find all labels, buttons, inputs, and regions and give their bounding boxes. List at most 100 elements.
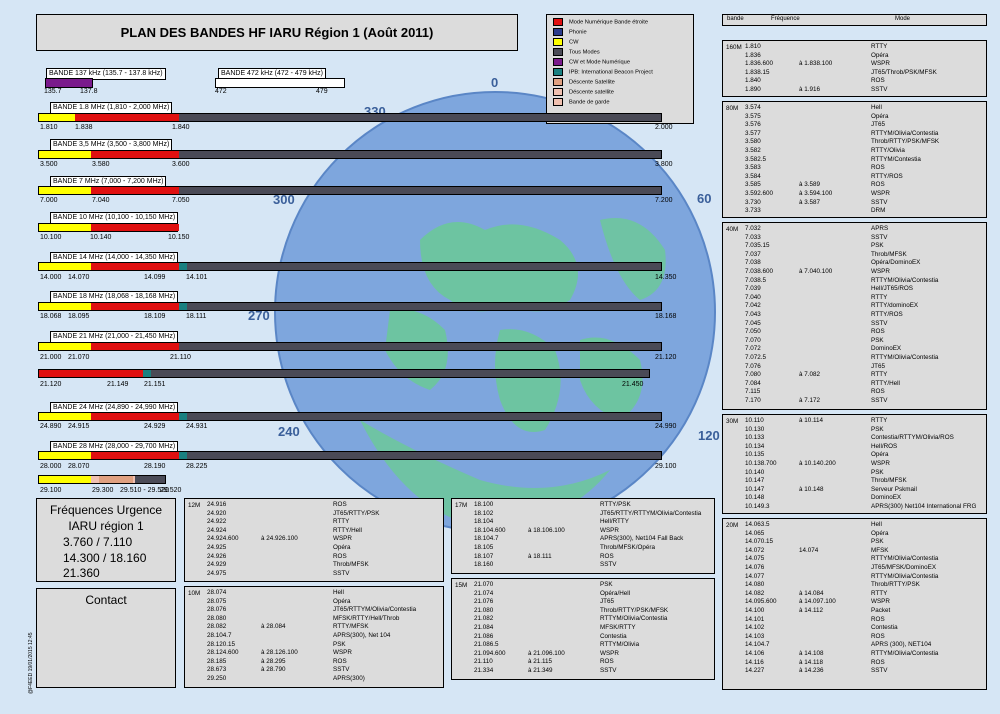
table-row: 3.574 Hell [745, 104, 982, 113]
band-tick: 24.890 [40, 423, 62, 430]
band-tick: 14.101 [186, 274, 208, 281]
freq-range-cell: à 28.790 [261, 666, 286, 674]
right-header: bande Fréquence Mode [722, 14, 987, 26]
freq-cell: 14.075 [745, 555, 765, 563]
freq-cell: 7.037 [745, 250, 761, 258]
mode-cell: Hell/RTTY [600, 518, 629, 526]
table-row: 28.074 Hell [207, 589, 439, 598]
freq-cell: 10.135 [745, 451, 765, 459]
mode-cell: Contestia [600, 632, 627, 640]
freq-cell: 18.104.600 [474, 526, 506, 534]
band-tick: 29.520 [160, 487, 182, 494]
freq-range-cell: à 18.106.100 [528, 526, 565, 534]
table-row: 14.077 RTTYM/Olivia/Contestia [745, 573, 982, 582]
mode-cell: Contestia [871, 624, 898, 632]
freq-cell: 3.575 [745, 112, 761, 120]
table-row: 14.070.15 PSK [745, 538, 982, 547]
freq-cell: 7.072.5 [745, 354, 767, 361]
legend-item: CW et Mode Numérique [553, 58, 630, 67]
freq-cell: 14.116 [745, 658, 764, 666]
mode-cell: RTTY [871, 293, 888, 301]
freq-range-cell: à 10.114 [799, 417, 824, 424]
freq-cell: 14.065 [745, 529, 765, 537]
band-tick: 21.120 [655, 354, 677, 361]
freq-cell: 7.072 [745, 345, 761, 353]
freq-range-cell: à 21.115 [528, 658, 553, 666]
freq-cell: 21.084 [474, 624, 494, 631]
mode-cell: Opéra [871, 51, 889, 59]
band-tick: 18.068 [40, 313, 62, 320]
mode-cell: PSK [871, 336, 884, 344]
freq-cell: 28.120.15 [207, 640, 236, 648]
mode-cell: RTTY/Olivia [871, 147, 905, 154]
mode-cell: JT65/RTTY/RTTYM/Olivia/Contestia [600, 509, 702, 517]
table-row: 1.836.600 à 1.838.100 WSPR [745, 60, 982, 69]
freq-cell: 28.185 [207, 657, 227, 665]
table-row: 14.082 à 14.084 RTTY [745, 590, 982, 599]
band-tick: 3.500 [40, 161, 58, 168]
table-row: 14.103 ROS [745, 633, 982, 642]
freq-cell: 18.105 [474, 544, 494, 551]
mode-cell: RTTYM/Olivia/Contestia [871, 129, 939, 137]
band-472-bar [215, 78, 345, 88]
band-137-tick: 137.8 [80, 88, 98, 95]
freq-cell: 7.084 [745, 379, 761, 387]
table-10m: 10M 28.074 Hell 28.075 Opéra 28.076 JT65/RTTYM… [184, 586, 444, 688]
header-bande: bande [727, 16, 744, 22]
freq-cell: 21.070 [474, 581, 494, 588]
freq-cell: 21.086.5 [474, 641, 499, 649]
freq-cell: 18.104.7 [474, 535, 499, 543]
table-row: 24.924 RTTY/Hell [207, 527, 439, 536]
mode-cell: RTTY/dominoEX [871, 302, 919, 310]
table-row: 14.065 Opéra [745, 530, 982, 539]
table-row: 18.107 à 18.111 ROS [474, 553, 710, 562]
freq-cell: 3.577 [745, 129, 761, 137]
band-24-bar [38, 412, 662, 421]
table-15m: 15M 21.070 PSK 21.074 Opéra/Hell 21.076 JT65 21… [451, 578, 715, 680]
table-row: 3.583 ROS [745, 164, 982, 173]
freq-cell: 28.076 [207, 606, 227, 614]
freq-cell: 24.924.600 [207, 535, 239, 543]
freq-cell: 28.074 [207, 589, 227, 596]
freq-cell: 24.924 [207, 526, 227, 534]
freq-cell: 3.582 [745, 147, 761, 154]
freq-cell: 21.074 [474, 589, 494, 597]
band-472-tick: 472 [215, 88, 227, 95]
band-tick: 1.810 [40, 124, 58, 131]
mode-cell: ROS [333, 552, 347, 560]
mode-cell: RTTYM/Olivia/Contestia [871, 276, 939, 284]
band-18-bar [38, 302, 662, 311]
mode-cell: SSTV [871, 397, 888, 404]
mode-cell: RTTYM/Olivia [600, 641, 640, 649]
azimuth-label: 0 [491, 75, 499, 90]
table-row: 7.039 Hell/JT65/ROS [745, 285, 982, 294]
freq-range-cell: à 10.140.200 [799, 460, 836, 467]
emergency-line: 21.360 [63, 566, 100, 580]
mode-cell: JT65/RTTYM/Olivia/Contestia [333, 606, 417, 614]
mode-cell: MFSK/RTTY/Hell/Throb [333, 614, 400, 622]
mode-cell: SSTV [871, 86, 888, 93]
mode-cell: Hell/ROS [871, 442, 898, 450]
mode-cell: PSK [871, 242, 884, 250]
mode-cell: RTTY [871, 43, 888, 50]
mode-cell: Opéra [871, 112, 889, 120]
table-row: 10.148 DominoEX [745, 494, 982, 503]
table-row: 7.040 RTTY [745, 294, 982, 303]
band-137-tick: 135.7 [44, 88, 62, 95]
freq-cell: 14.063.5 [745, 521, 770, 528]
mode-cell: JT65 [600, 598, 614, 606]
band-tick: 7.050 [172, 197, 190, 204]
table-row: 7.042 RTTY/dominoEX [745, 302, 982, 311]
table-row: 18.102 JT65/RTTY/RTTYM/Olivia/Contestia [474, 510, 710, 519]
contact-title: Contact [85, 593, 127, 607]
freq-range-cell: à 1.916 [799, 86, 821, 93]
table-row: 14.080 Throb/RTTY/PSK [745, 581, 982, 590]
table-row: 28.075 Opéra [207, 598, 439, 607]
mode-cell: RTTY/Hell [333, 526, 362, 534]
table-row: 14.075 RTTYM/Olivia/Contestia [745, 555, 982, 564]
band-tick: 29.300 [92, 487, 114, 494]
freq-cell: 1.840 [745, 77, 761, 85]
mode-cell: PSK [333, 640, 346, 648]
mode-cell: ROS [871, 632, 885, 640]
band-tick: 28.190 [144, 463, 166, 470]
